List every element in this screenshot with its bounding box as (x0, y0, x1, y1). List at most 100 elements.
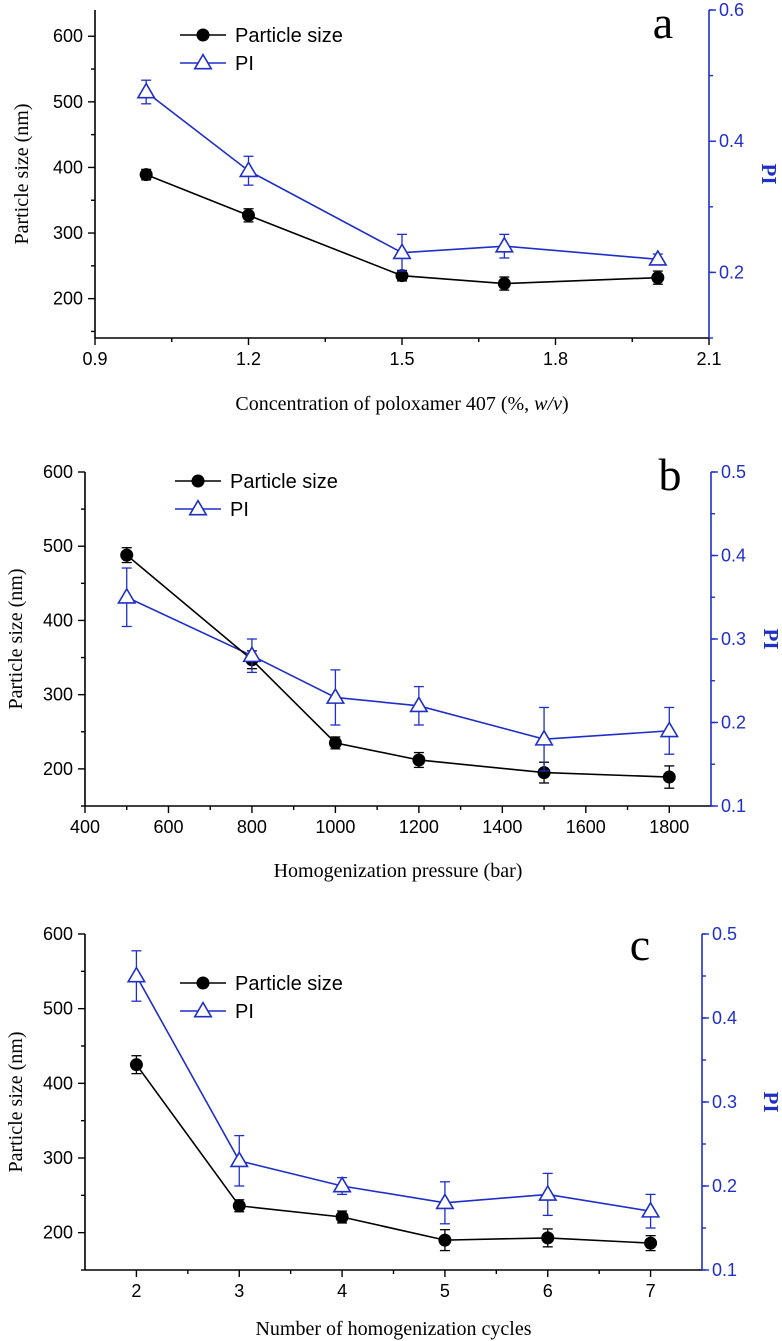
pi-point (242, 645, 262, 663)
particle-size-point (541, 1231, 555, 1245)
pi-point (238, 160, 259, 178)
x-tick-label: 1200 (399, 817, 439, 837)
y-tick-label: 400 (43, 610, 73, 630)
x-tick-label: 1.8 (543, 349, 568, 369)
legend-label: PI (230, 499, 249, 521)
chart-panel-a: 0.9 1.2 1.5 1.8 2.1 200 300 400 500 600 0.2 0.4 0.6 C… (11, 0, 781, 415)
x-axis-title: Concentration of poloxamer 407 (%, w/v) (235, 393, 568, 415)
particle-size-point (139, 168, 153, 182)
pi-point (392, 242, 412, 260)
y-tick-label: 200 (53, 289, 83, 309)
particle-size-point (662, 770, 676, 784)
legend-particle-size-marker (191, 474, 205, 488)
x-axis-title-part: Concentration of poloxamer 407 (%, (235, 393, 534, 415)
x-tick-label: 1.5 (389, 349, 414, 369)
y2-tick-label: 0.5 (712, 924, 737, 944)
y2-tick-label: 0.2 (719, 262, 744, 282)
y2-tick-label: 0.5 (721, 462, 746, 482)
particle-size-point (129, 1058, 143, 1072)
x-tick-label: 4 (337, 1281, 347, 1301)
particle-size-point (438, 1233, 452, 1247)
particle-size-point (651, 271, 665, 285)
pi-point (648, 249, 668, 266)
pi-point (409, 695, 429, 713)
x-tick-label: 5 (440, 1281, 450, 1301)
x-axis-title-part: Homogenization pressure (bar) (274, 860, 523, 882)
y-tick-label: 600 (43, 924, 73, 944)
legend: Particle size PI (180, 25, 343, 75)
x-tick-label: 800 (237, 817, 267, 837)
x-tick-label: 0.9 (82, 349, 107, 369)
particle-size-point (395, 269, 409, 283)
particle-size-point (537, 766, 551, 780)
legend-label: Particle size (235, 973, 343, 995)
particle-size-point (120, 548, 134, 562)
particle-size-series-line (135, 1064, 651, 1244)
y2-axis-title: PI (759, 629, 782, 650)
particle-size-point (242, 208, 255, 222)
pi-point (494, 236, 514, 253)
x-axis-title-part: ) (562, 393, 569, 415)
particle-size-series-line (126, 554, 670, 778)
particle-size-point (412, 753, 426, 767)
panel-letter: b (659, 449, 682, 500)
y2-tick-label: 0.4 (721, 546, 746, 566)
legend-particle-size-marker (196, 28, 210, 42)
legend-label: PI (235, 1001, 254, 1023)
legend-pi-marker (188, 499, 208, 516)
pi-series-line (126, 596, 670, 741)
x-tick-label: 7 (646, 1281, 656, 1301)
pi-series-line (135, 975, 651, 1212)
pi-point (126, 966, 147, 983)
pi-point (659, 720, 679, 738)
y2-tick-label: 0.6 (719, 0, 744, 20)
y-tick-label: 400 (43, 1073, 73, 1093)
y-tick-label: 300 (43, 685, 73, 705)
x-axis-title: Homogenization pressure (bar) (274, 860, 523, 882)
pi-point (332, 1176, 352, 1193)
legend-particle-size-marker (196, 976, 210, 990)
legend-label: PI (235, 53, 254, 75)
x-tick-label: 1600 (566, 817, 606, 837)
y2-tick-label: 0.2 (712, 1176, 737, 1196)
y-tick-label: 300 (53, 223, 83, 243)
x-tick-label: 1.2 (236, 349, 261, 369)
legend: Particle size PI (180, 973, 343, 1023)
chart-panel-b: 400 600 800 1000 1200 1400 1600 1800 200 300 400 50… (5, 449, 782, 882)
x-tick-label: 6 (543, 1281, 553, 1301)
legend-pi-marker (193, 1001, 213, 1018)
y2-tick-label: 0.1 (712, 1260, 737, 1280)
pi-point (534, 729, 554, 746)
y-axis-title: Particle size (nm) (11, 103, 33, 244)
y2-tick-label: 0.4 (719, 131, 744, 151)
y-tick-label: 600 (53, 26, 83, 46)
particle-size-point (328, 736, 342, 750)
pi-point (435, 1192, 455, 1210)
y-tick-label: 200 (43, 1223, 73, 1243)
x-axis-title-part: Number of homogenization cycles (255, 1318, 531, 1340)
y2-axis-title: PI (757, 164, 781, 185)
x-tick-label: 2.1 (696, 349, 721, 369)
y2-tick-label: 0.3 (721, 629, 746, 649)
y-tick-label: 500 (43, 999, 73, 1019)
y-tick-label: 200 (43, 759, 73, 779)
y-axis-title: Particle size (nm) (5, 1031, 27, 1172)
legend: Particle size PI (175, 471, 338, 521)
y-axis-title: Particle size (nm) (5, 568, 27, 709)
x-axis-title-part: w/v (534, 393, 562, 415)
x-tick-label: 1400 (482, 817, 522, 837)
particle-size-point (644, 1236, 658, 1250)
y2-tick-label: 0.1 (721, 796, 746, 816)
pi-point (325, 687, 346, 704)
y2-axis-title: PI (759, 1092, 782, 1113)
legend-pi-marker (193, 53, 213, 70)
pi-point (136, 82, 156, 99)
x-tick-label: 600 (153, 817, 183, 837)
y-tick-label: 300 (43, 1148, 73, 1168)
pi-point (538, 1184, 558, 1201)
y-tick-label: 500 (53, 92, 83, 112)
pi-point (640, 1201, 661, 1218)
y2-tick-label: 0.3 (712, 1092, 737, 1112)
x-tick-label: 400 (70, 817, 100, 837)
